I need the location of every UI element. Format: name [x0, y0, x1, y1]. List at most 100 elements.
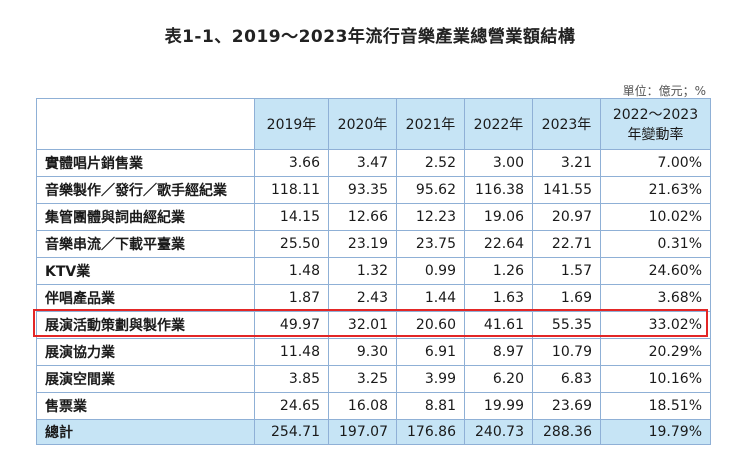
value-cell: 95.62 [396, 176, 465, 204]
header-change-rate-line2: 年變動率 [627, 127, 684, 143]
value-cell: 1.44 [396, 284, 465, 312]
header-corner [36, 98, 255, 150]
revenue-table: 2019年 2020年 2021年 2022年 2023年 2022～2023 … [36, 98, 711, 445]
value-cell: 11.48 [254, 338, 329, 366]
value-cell: 16.08 [328, 392, 397, 420]
unit-label: 單位：億元；% [622, 84, 706, 98]
value-cell: 32.01 [328, 311, 397, 339]
value-cell: 2.43 [328, 284, 397, 312]
value-cell: 49.97 [254, 311, 329, 339]
header-2020: 2020年 [328, 98, 397, 150]
change-rate-cell: 33.02% [600, 311, 711, 339]
value-cell: 197.07 [328, 419, 397, 445]
row-label: 音樂製作／發行／歌手經紀業 [36, 176, 255, 204]
value-cell: 0.99 [396, 257, 465, 285]
value-cell: 141.55 [532, 176, 601, 204]
value-cell: 1.57 [532, 257, 601, 285]
value-cell: 23.75 [396, 230, 465, 258]
value-cell: 23.69 [532, 392, 601, 420]
header-2022: 2022年 [464, 98, 533, 150]
value-cell: 118.11 [254, 176, 329, 204]
header-change-rate: 2022～2023 年變動率 [600, 98, 711, 150]
table-row: 音樂串流／下載平臺業 25.50 23.19 23.75 22.64 22.71 0.31% [36, 230, 711, 258]
value-cell: 3.85 [254, 365, 329, 393]
value-cell: 6.20 [464, 365, 533, 393]
value-cell: 12.66 [328, 203, 397, 231]
value-cell: 22.64 [464, 230, 533, 258]
value-cell: 8.97 [464, 338, 533, 366]
header-2023: 2023年 [532, 98, 601, 150]
value-cell: 25.50 [254, 230, 329, 258]
value-cell: 8.81 [396, 392, 465, 420]
value-cell: 288.36 [532, 419, 601, 445]
value-cell: 1.69 [532, 284, 601, 312]
row-label: 總計 [36, 419, 255, 445]
change-rate-cell: 19.79% [600, 419, 711, 445]
value-cell: 41.61 [464, 311, 533, 339]
total-row: 總計 254.71 197.07 176.86 240.73 288.36 19.79% [36, 419, 711, 445]
value-cell: 3.47 [328, 149, 397, 177]
row-label: 實體唱片銷售業 [36, 149, 255, 177]
value-cell: 19.06 [464, 203, 533, 231]
value-cell: 2.52 [396, 149, 465, 177]
value-cell: 10.79 [532, 338, 601, 366]
value-cell: 12.23 [396, 203, 465, 231]
value-cell: 1.26 [464, 257, 533, 285]
value-cell: 254.71 [254, 419, 329, 445]
change-rate-cell: 3.68% [600, 284, 711, 312]
value-cell: 22.71 [532, 230, 601, 258]
value-cell: 240.73 [464, 419, 533, 445]
change-rate-cell: 24.60% [600, 257, 711, 285]
row-label: 售票業 [36, 392, 255, 420]
value-cell: 14.15 [254, 203, 329, 231]
row-label: KTV業 [36, 257, 255, 285]
value-cell: 20.97 [532, 203, 601, 231]
value-cell: 6.83 [532, 365, 601, 393]
value-cell: 1.48 [254, 257, 329, 285]
value-cell: 1.63 [464, 284, 533, 312]
value-cell: 6.91 [396, 338, 465, 366]
change-rate-cell: 21.63% [600, 176, 711, 204]
value-cell: 20.60 [396, 311, 465, 339]
value-cell: 24.65 [254, 392, 329, 420]
header-2021: 2021年 [396, 98, 465, 150]
table-row: KTV業 1.48 1.32 0.99 1.26 1.57 24.60% [36, 257, 711, 285]
table-row: 伴唱產品業 1.87 2.43 1.44 1.63 1.69 3.68% [36, 284, 711, 312]
row-label: 集管團體與詞曲經紀業 [36, 203, 255, 231]
value-cell: 23.19 [328, 230, 397, 258]
row-label: 伴唱產品業 [36, 284, 255, 312]
row-label: 展演空間業 [36, 365, 255, 393]
header-change-rate-line1: 2022～2023 [612, 107, 699, 123]
change-rate-cell: 10.02% [600, 203, 711, 231]
change-rate-cell: 20.29% [600, 338, 711, 366]
table-row: 售票業 24.65 16.08 8.81 19.99 23.69 18.51% [36, 392, 711, 420]
change-rate-cell: 7.00% [600, 149, 711, 177]
table-row: 集管團體與詞曲經紀業 14.15 12.66 12.23 19.06 20.97 10.02… [36, 203, 711, 231]
change-rate-cell: 18.51% [600, 392, 711, 420]
value-cell: 3.99 [396, 365, 465, 393]
table-title: 表1-1、2019～2023年流行音樂產業總營業額結構 [164, 27, 576, 47]
row-label: 展演協力業 [36, 338, 255, 366]
value-cell: 9.30 [328, 338, 397, 366]
row-label: 展演活動策劃與製作業 [36, 311, 255, 339]
table-row: 展演空間業 3.85 3.25 3.99 6.20 6.83 10.16% [36, 365, 711, 393]
value-cell: 116.38 [464, 176, 533, 204]
value-cell: 1.32 [328, 257, 397, 285]
value-cell: 176.86 [396, 419, 465, 445]
value-cell: 3.21 [532, 149, 601, 177]
value-cell: 3.00 [464, 149, 533, 177]
value-cell: 3.66 [254, 149, 329, 177]
header-row: 2019年 2020年 2021年 2022年 2023年 2022～2023 … [36, 98, 711, 150]
row-label: 音樂串流／下載平臺業 [36, 230, 255, 258]
table-row: 音樂製作／發行／歌手經紀業 118.11 93.35 95.62 116.38 141.5… [36, 176, 711, 204]
value-cell: 3.25 [328, 365, 397, 393]
change-rate-cell: 10.16% [600, 365, 711, 393]
header-2019: 2019年 [254, 98, 329, 150]
table-row: 展演協力業 11.48 9.30 6.91 8.97 10.79 20.29% [36, 338, 711, 366]
table-row: 展演活動策劃與製作業 49.97 32.01 20.60 41.61 55.35 33.02… [36, 311, 711, 339]
value-cell: 93.35 [328, 176, 397, 204]
change-rate-cell: 0.31% [600, 230, 711, 258]
value-cell: 1.87 [254, 284, 329, 312]
table-row: 實體唱片銷售業 3.66 3.47 2.52 3.00 3.21 7.00% [36, 149, 711, 177]
value-cell: 55.35 [532, 311, 601, 339]
